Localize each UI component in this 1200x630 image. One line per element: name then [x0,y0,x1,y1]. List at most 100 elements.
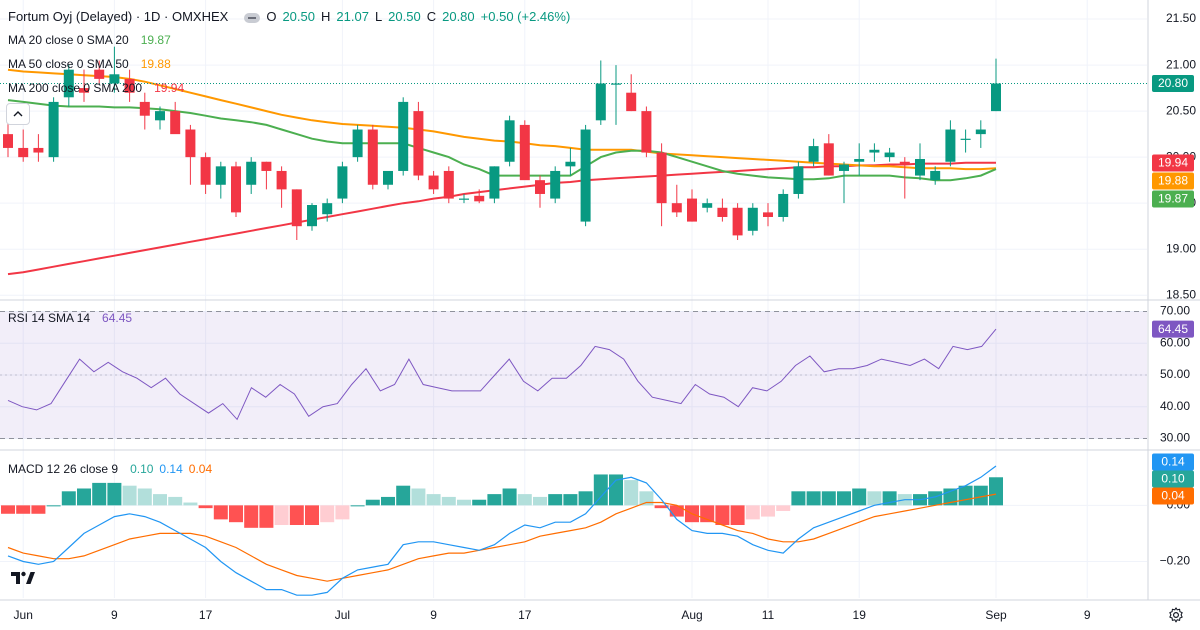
open-label: O [266,9,277,24]
rsi-price-tag-bg [1152,320,1194,338]
time-tick-label: Aug [681,608,702,622]
macd-hist-bar [730,505,745,525]
candle-body [307,205,317,227]
change-value: +0.50 (+2.46%) [480,9,571,24]
macd-hist-bar [852,488,867,506]
time-tick-label: 19 [853,608,867,622]
candle-body [550,170,561,199]
rsi-legend[interactable]: RSI 14 SMA 14 64.45 [8,310,138,326]
macd-hist-bar [350,505,365,507]
candle-body [352,129,363,158]
candle-body [717,207,728,217]
macd-hist-bar [928,491,943,506]
settings-gear-icon[interactable] [1167,606,1185,624]
candle-body [930,170,941,181]
time-axis[interactable]: Jun 9 17 Jul 9 17 Aug 11 19 Sep 9 [14,608,1091,622]
macd-hist-bar [593,474,608,506]
macd-legend[interactable]: MACD 12 26 close 9 0.10 0.14 0.04 [8,461,218,477]
candle-body [778,193,789,217]
candle-body [276,170,287,190]
candle-body [732,207,743,236]
ma200-label: MA 200 close 0 SMA 200 [8,81,143,95]
candle-body [975,129,986,135]
high-label: H [321,9,331,24]
time-tick-label: Jun [14,608,33,622]
macd-histogram [1,474,1003,528]
rsi-tick-label: 50.00 [1160,367,1190,381]
macd-hist-bar [92,482,107,506]
ma50-label: MA 50 close 0 SMA 50 [8,57,129,71]
candle-body [611,83,621,85]
candle-body [139,101,150,116]
rsi-series [7,328,997,421]
macd-hist-bar [791,491,806,506]
macd-hist-bar [761,505,775,517]
macd-hist-bar [517,494,532,506]
macd-hist-bar [305,505,319,525]
ma20-value: 19.87 [140,33,171,47]
rsi-label: RSI 14 SMA 14 [8,311,91,325]
candle-body [580,129,591,222]
candle-body [641,111,652,153]
candle-body [200,157,211,185]
macd-hist-tag-bg [1152,470,1194,488]
macd-hist-bar [563,494,578,506]
macd-signal-tag: 0.04 [1161,489,1185,503]
macd-hist-bar [289,505,304,525]
collapse-pill-icon[interactable] [244,12,261,23]
macd-hist-bar [16,505,31,514]
price-tick-label: 21.50 [1166,11,1196,25]
macd-signal-value: 0.04 [188,462,213,476]
time-tick-label: 11 [762,608,775,622]
macd-hist-bar [46,505,61,507]
macd-signal-line [7,493,997,582]
high-value: 21.07 [336,9,369,24]
candle-body [535,180,545,194]
candle-body [991,83,1001,112]
macd-hist-bar [122,485,137,506]
macd-main-line [7,465,997,596]
ma200-price-tag: 19.94 [1158,156,1188,170]
candle-body [899,161,910,165]
candle-body [246,161,257,185]
rsi-tick-label: 70.00 [1160,304,1190,318]
macd-hist-bar [776,505,791,511]
ma20-price-tag: 19.87 [1158,192,1188,206]
symbol-title[interactable]: Fortum Oyj (Delayed) · 1D · OMXHEX [8,9,229,24]
close-value: 20.80 [442,9,475,24]
candle-body [63,69,74,98]
moving-average-lines [0,68,1147,276]
low-label: L [374,9,383,24]
macd-hist-bar [244,505,259,528]
ma20-legend[interactable]: MA 20 close 0 SMA 20 19.87 [8,32,177,48]
macd-hist-bar [107,482,122,506]
collapse-legend-button[interactable] [6,103,30,125]
macd-hist-bar [137,488,152,506]
macd-hist-value: 0.10 [130,462,154,476]
tradingview-logo-icon[interactable] [9,567,37,587]
candle-body [337,166,348,199]
candle-body [459,198,469,200]
candle-body [519,124,530,181]
candle-body [839,164,849,171]
ma50-legend[interactable]: MA 50 close 0 SMA 50 19.88 [8,56,177,72]
macd-hist-bar [973,485,988,506]
candle-body [763,212,773,217]
macd-hist-bar [502,488,517,506]
macd-hist-bar [426,494,441,506]
candle-body [915,158,925,176]
time-tick-label: 9 [1084,608,1091,622]
candle-body [383,170,393,185]
candle-body [595,83,606,121]
macd-hist-bar [654,505,669,509]
macd-hist-bar [77,488,91,506]
ma200-legend[interactable]: MA 200 close 0 SMA 200 19.94 [8,80,190,96]
open-value: 20.50 [282,9,315,24]
macd-hist-bar [61,491,76,506]
rsi-band [0,311,1147,439]
macd-hist-bar [335,505,350,520]
candle-body [793,166,804,194]
candle-body [823,143,834,176]
candle-body [124,78,135,93]
